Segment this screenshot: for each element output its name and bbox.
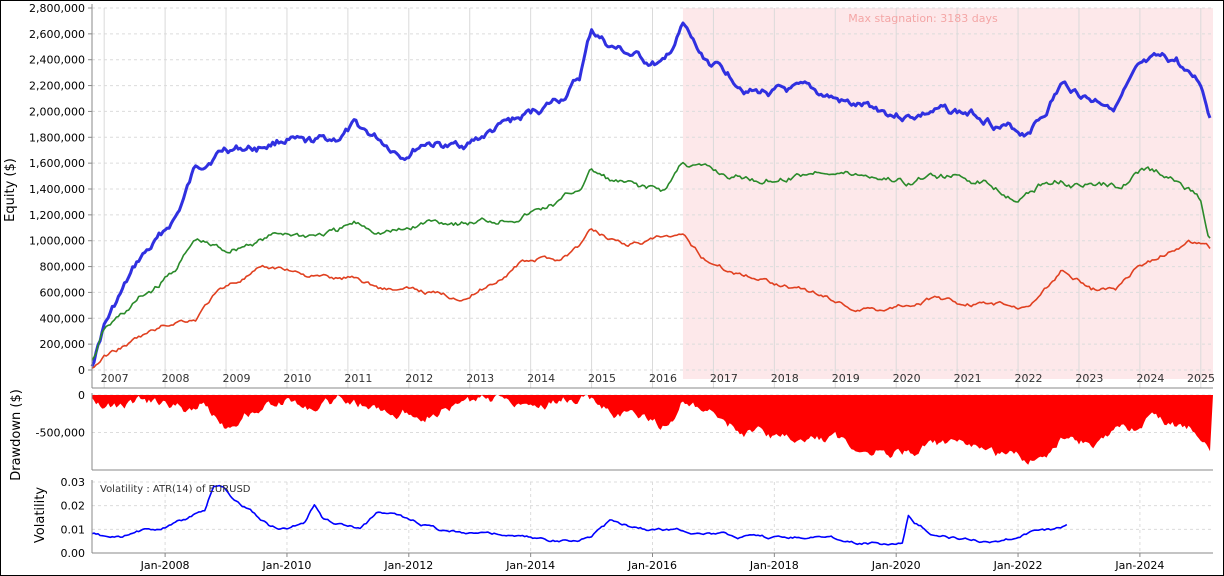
equity-tick-label: 2,200,000 bbox=[29, 80, 85, 93]
date-tick-label: Jan-2018 bbox=[749, 559, 799, 572]
volatility-legend: Volatility : ATR(14) of EURUSD bbox=[100, 484, 251, 495]
drawdown-tick-label: 0 bbox=[78, 389, 85, 402]
equity-tick-label: 0 bbox=[78, 364, 85, 377]
year-label: 2019 bbox=[832, 372, 860, 385]
equity-tick-label: 1,400,000 bbox=[29, 183, 85, 196]
date-tick-label: Jan-2024 bbox=[1114, 559, 1164, 572]
equity-series-line bbox=[91, 228, 1211, 369]
year-label: 2025 bbox=[1187, 372, 1215, 385]
equity-tick-label: 2,800,000 bbox=[29, 2, 85, 15]
equity-axis-label: Equity ($) bbox=[3, 158, 18, 222]
drawdown-tick-label: -500,000 bbox=[36, 427, 85, 440]
date-tick-label: Jan-2016 bbox=[627, 559, 677, 572]
volatility-tick-label: 0.01 bbox=[61, 523, 86, 536]
date-tick-label: Jan-2020 bbox=[871, 559, 921, 572]
year-label: 2011 bbox=[344, 372, 372, 385]
year-label: 2007 bbox=[101, 372, 129, 385]
equity-tick-label: 2,000,000 bbox=[29, 105, 85, 118]
equity-tick-label: 200,000 bbox=[40, 338, 86, 351]
year-label: 2022 bbox=[1015, 372, 1043, 385]
equity-tick-label: 1,600,000 bbox=[29, 157, 85, 170]
volatility-tick-label: 0.02 bbox=[61, 500, 86, 513]
equity-tick-label: 400,000 bbox=[40, 312, 86, 325]
stagnation-region bbox=[682, 8, 1213, 379]
year-label: 2010 bbox=[283, 372, 311, 385]
year-label: 2023 bbox=[1075, 372, 1103, 385]
date-tick-label: Jan-2012 bbox=[383, 559, 433, 572]
year-label: 2017 bbox=[710, 372, 738, 385]
equity-series-line bbox=[91, 161, 1211, 361]
volatility-axis-label: Volatility bbox=[33, 487, 48, 543]
equity-tick-label: 1,200,000 bbox=[29, 209, 85, 222]
equity-tick-label: 2,400,000 bbox=[29, 54, 85, 67]
date-tick-label: Jan-2008 bbox=[140, 559, 190, 572]
date-tick-label: Jan-2022 bbox=[993, 559, 1043, 572]
equity-tick-label: 800,000 bbox=[40, 261, 86, 274]
year-label: 2015 bbox=[588, 372, 616, 385]
equity-series-line bbox=[90, 21, 1212, 367]
equity-tick-label: 600,000 bbox=[40, 286, 86, 299]
volatility-tick-label: 0.03 bbox=[61, 476, 86, 489]
year-label: 2020 bbox=[893, 372, 921, 385]
drawdown-axis-label: Drawdown ($) bbox=[9, 389, 24, 481]
equity-tick-label: 1,000,000 bbox=[29, 235, 85, 248]
volatility-tick-label: 0.00 bbox=[61, 547, 86, 560]
equity-tick-label: 1,800,000 bbox=[29, 131, 85, 144]
year-label: 2016 bbox=[649, 372, 677, 385]
date-tick-label: Jan-2014 bbox=[505, 559, 555, 572]
year-label: 2024 bbox=[1136, 372, 1164, 385]
year-label: 2012 bbox=[405, 372, 433, 385]
year-label: 2009 bbox=[222, 372, 250, 385]
equity-tick-label: 2,600,000 bbox=[29, 28, 85, 41]
year-label: 2018 bbox=[771, 372, 799, 385]
drawdown-area bbox=[92, 395, 1213, 465]
year-label: 2014 bbox=[527, 372, 555, 385]
volatility-series-line bbox=[91, 484, 1068, 546]
year-label: 2013 bbox=[466, 372, 494, 385]
year-label: 2021 bbox=[954, 372, 982, 385]
date-tick-label: Jan-2010 bbox=[261, 559, 311, 572]
stagnation-annotation: Max stagnation: 3183 days bbox=[848, 12, 998, 25]
year-label: 2008 bbox=[162, 372, 190, 385]
